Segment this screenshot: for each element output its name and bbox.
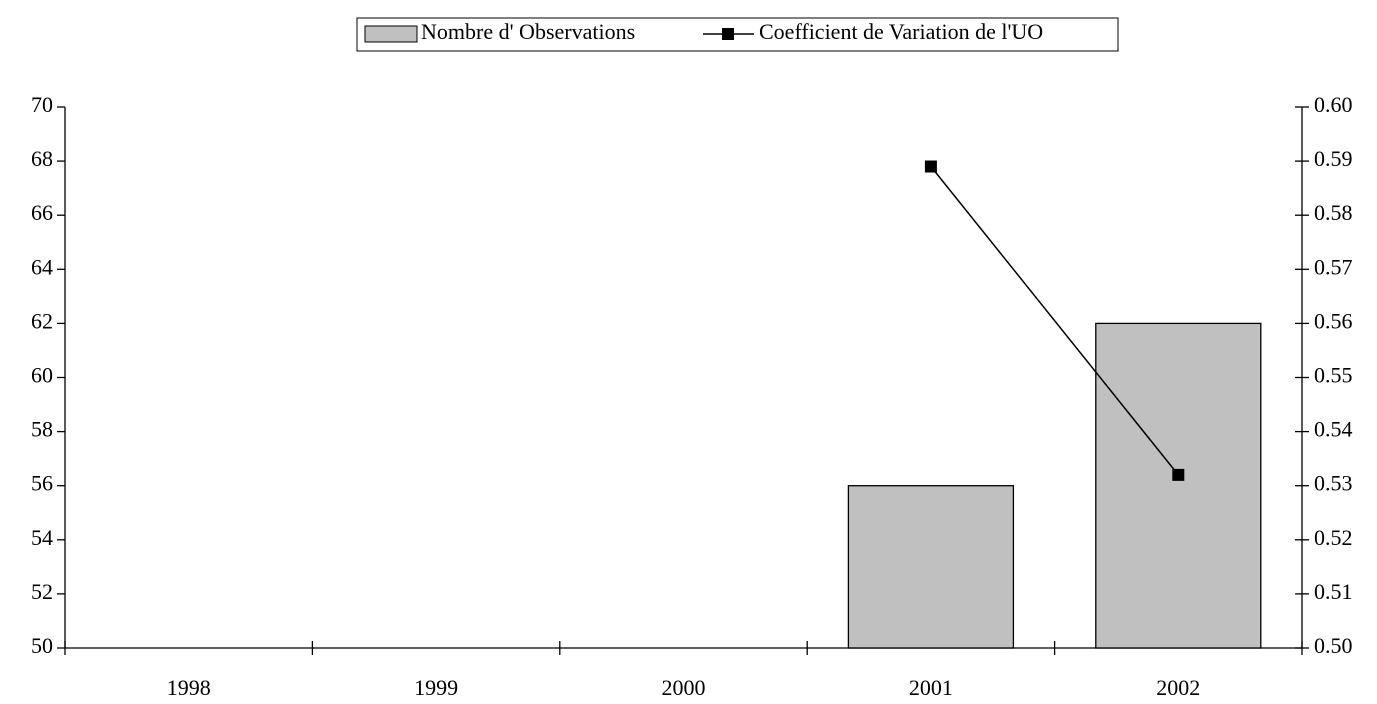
y-tick-label: 54	[31, 525, 53, 550]
bar	[1095, 322, 1262, 649]
x-tick-label: 2001	[909, 675, 953, 700]
y2-tick-label: 0.59	[1314, 146, 1353, 171]
y2-tick-label: 0.53	[1314, 471, 1353, 496]
y2-tick-label: 0.56	[1314, 308, 1353, 333]
y-tick-label: 64	[31, 254, 53, 279]
bar	[847, 485, 1015, 649]
y2-tick-label: 0.52	[1314, 525, 1353, 550]
x-tick-label: 1999	[414, 675, 458, 700]
y2-tick-label: 0.58	[1314, 200, 1353, 225]
y2-tick-label: 0.60	[1314, 92, 1353, 117]
y2-tick-label: 0.57	[1314, 254, 1353, 279]
legend-label: Nombre d' Observations	[421, 19, 635, 44]
legend-label: Coefficient de Variation de l'UO	[759, 19, 1043, 44]
y-tick-label: 70	[31, 92, 53, 117]
y2-tick-label: 0.55	[1314, 363, 1353, 388]
x-tick-label: 1998	[167, 675, 211, 700]
y2-tick-label: 0.51	[1314, 579, 1353, 604]
line-marker	[924, 160, 937, 173]
y2-tick-label: 0.54	[1314, 417, 1353, 442]
y2-tick-label: 0.50	[1314, 633, 1353, 658]
line	[930, 166, 1179, 476]
y-tick-label: 60	[31, 363, 53, 388]
y-tick-label: 62	[31, 308, 53, 333]
x-tick-label: 2000	[662, 675, 706, 700]
y-tick-label: 50	[31, 633, 53, 658]
y-tick-label: 52	[31, 579, 53, 604]
y-tick-label: 56	[31, 471, 53, 496]
legend-swatch	[364, 25, 418, 43]
y-tick-label: 66	[31, 200, 53, 225]
line-marker	[1172, 468, 1185, 481]
y-tick-label: 68	[31, 146, 53, 171]
y-tick-label: 58	[31, 417, 53, 442]
x-tick-label: 2002	[1156, 675, 1200, 700]
legend-swatch	[722, 28, 734, 40]
